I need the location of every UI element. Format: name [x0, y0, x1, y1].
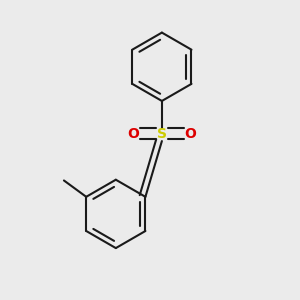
Text: O: O: [184, 127, 196, 141]
Text: S: S: [157, 127, 167, 141]
Text: O: O: [128, 127, 140, 141]
